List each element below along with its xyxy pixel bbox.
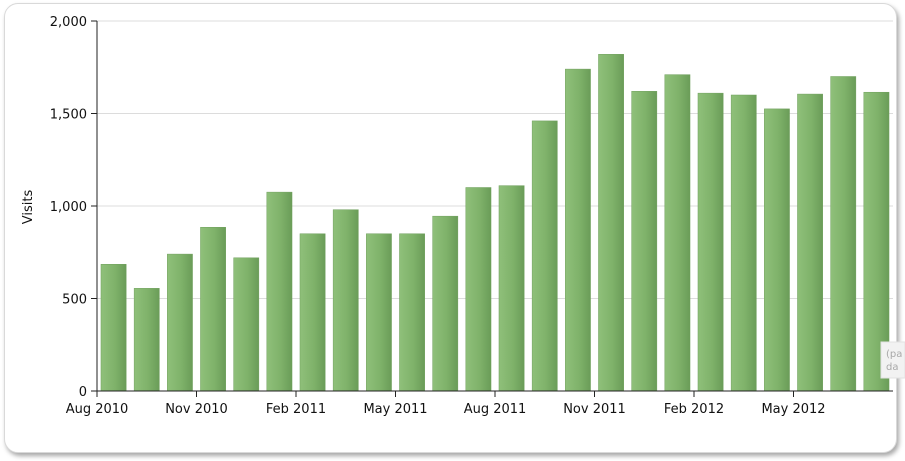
bar (266, 191, 293, 392)
bar (797, 93, 823, 392)
bar (233, 257, 260, 392)
y-tick-label: 2,000 (50, 15, 87, 30)
bar (100, 264, 127, 392)
y-axis-title: Visits (21, 190, 36, 225)
bars (100, 54, 890, 392)
note-box (880, 341, 905, 379)
axes: 0 500 1,000 1,500 2,000 Aug 2010 Nov 2010 Feb 2… (50, 15, 893, 417)
x-tick-label: May 2012 (761, 402, 825, 417)
x-tick-label: Nov 2010 (165, 402, 228, 417)
bar (598, 54, 624, 392)
bar (200, 227, 226, 392)
bar (465, 187, 492, 392)
y-tick-label: 1,000 (50, 200, 87, 215)
gridlines (97, 20, 893, 299)
bar (133, 288, 160, 392)
bar (399, 233, 425, 392)
bar (332, 209, 359, 392)
y-tick-label: 1,500 (50, 108, 87, 123)
bar (299, 233, 326, 392)
bar (730, 94, 757, 392)
bar (366, 233, 392, 392)
x-tick-label: Aug 2010 (66, 402, 129, 417)
bar (432, 215, 459, 392)
bar (764, 108, 790, 392)
bar (697, 92, 724, 392)
bar (498, 185, 525, 392)
x-tick-label: May 2011 (363, 402, 427, 417)
bar (565, 68, 591, 392)
truncated-note: (pa da (880, 341, 905, 379)
x-tick-label: Nov 2011 (563, 402, 626, 417)
y-tick-label: 500 (62, 293, 87, 308)
bar (167, 253, 193, 392)
x-tick-label: Feb 2011 (266, 402, 326, 417)
note-line-1: (pa (886, 349, 902, 360)
x-tick-label: Aug 2011 (464, 402, 527, 417)
bar (830, 76, 857, 392)
bar (664, 74, 691, 392)
x-tick-label: Feb 2012 (664, 402, 724, 417)
note-line-2: da (886, 362, 898, 373)
bar (631, 91, 658, 392)
y-tick-label: 0 (79, 385, 87, 400)
bar (531, 120, 558, 392)
